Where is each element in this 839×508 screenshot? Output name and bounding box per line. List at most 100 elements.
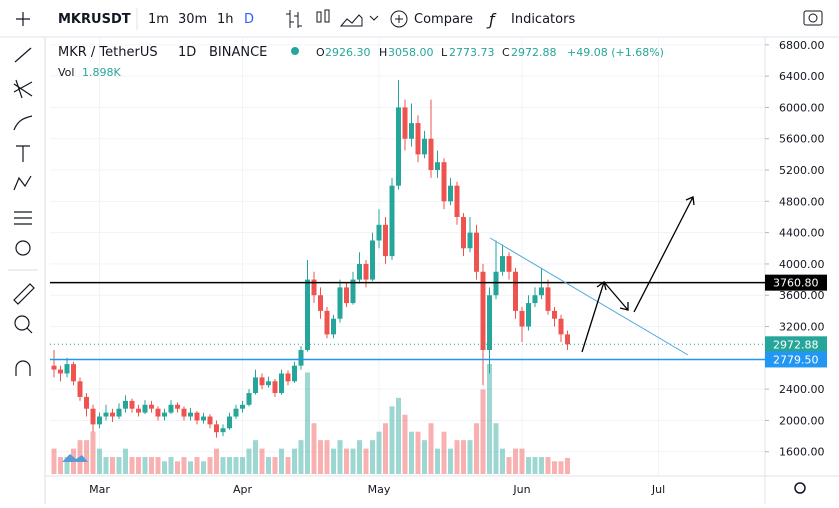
volume-bar [246, 448, 252, 474]
volume-bar [363, 448, 369, 474]
candle-body [513, 271, 518, 311]
magnet-tool[interactable] [15, 360, 31, 376]
volume-bar [344, 448, 349, 474]
candle-body [181, 408, 187, 417]
prediction-tool[interactable] [14, 211, 32, 225]
volume-bar [428, 423, 434, 474]
candle-body [565, 334, 570, 345]
x-tick-label: Jun [512, 483, 530, 496]
volume-bar [506, 457, 512, 474]
volume-bar [461, 440, 466, 474]
volume-bar [266, 457, 271, 474]
candle-body [383, 224, 388, 257]
pattern-tool[interactable] [13, 175, 32, 191]
candle-body [480, 271, 486, 351]
volume-bar [552, 461, 557, 474]
change: +49.08 (+1.68%) [567, 46, 664, 59]
candle-body [51, 365, 57, 370]
volume-bar [149, 457, 154, 474]
y-tick-label: 3600.00 [779, 289, 825, 302]
compare-icon[interactable] [395, 15, 403, 23]
zoom-tool[interactable] [26, 327, 33, 334]
candle-body [149, 404, 154, 409]
candle-body [272, 381, 278, 394]
x-tick-label: May [368, 483, 391, 496]
candle-body [233, 408, 239, 417]
interval[interactable]: 30m [178, 12, 207, 27]
left-toolbar [8, 12, 46, 504]
volume-bar [233, 457, 239, 474]
candle-body [194, 412, 200, 421]
brush-tool[interactable] [13, 115, 33, 131]
interval-active[interactable]: D [244, 12, 254, 27]
volume-bar [370, 440, 375, 474]
candle-body [116, 408, 122, 417]
candle-body [350, 279, 356, 304]
candle-body [487, 295, 492, 351]
x-tick-label: Jul [651, 483, 665, 496]
measure-tool[interactable] [13, 283, 35, 305]
candle-body [337, 287, 343, 319]
y-tick-label: 2400.00 [779, 383, 825, 396]
candle-body [246, 393, 252, 405]
volume-bar [51, 448, 57, 474]
chart-type-icons[interactable] [286, 9, 379, 28]
arrow [633, 196, 695, 313]
screenshot-icon[interactable] [808, 13, 818, 23]
y-tick-label: 2000.00 [779, 414, 825, 427]
volume-bar [480, 389, 486, 474]
indicators-icon[interactable]: ƒ [486, 10, 497, 29]
trend-tool[interactable] [14, 47, 32, 63]
candle-body [97, 416, 102, 425]
open: 2926.30 [325, 46, 371, 59]
volume-bar [500, 448, 505, 474]
zoom-tool[interactable] [14, 315, 30, 331]
settings-icon[interactable] [794, 482, 806, 494]
volume-bar [181, 457, 187, 474]
candle-body [84, 396, 89, 409]
last-price-label: 2972.88 [773, 338, 819, 351]
candle-body [448, 185, 453, 202]
candle-body [422, 138, 427, 155]
volume-bar [201, 461, 206, 474]
volume-bar [155, 457, 161, 474]
x-tick-label: Apr [233, 483, 253, 496]
compare-icon[interactable] [390, 10, 408, 28]
text-tool[interactable] [16, 145, 30, 162]
candle-body [474, 232, 479, 272]
status-dot [291, 47, 299, 55]
candle-body [259, 377, 265, 386]
interval[interactable]: 1m [148, 12, 169, 27]
indicators-button[interactable]: Indicators [511, 12, 575, 27]
y-tick-label: 6000.00 [779, 101, 825, 114]
candle-body [77, 381, 83, 397]
legend-interval: 1D [178, 45, 196, 60]
crosshair-tool[interactable] [16, 12, 30, 26]
candle-body [545, 287, 551, 311]
volume-bar [519, 448, 525, 474]
candle-body [253, 377, 258, 394]
candle-body [103, 412, 109, 417]
volume-bar [64, 457, 70, 474]
symbol[interactable]: MKRUSDT [58, 12, 131, 27]
low: 2773.73 [449, 46, 495, 59]
candle-body [357, 263, 362, 280]
volume-bar [558, 461, 564, 474]
volume-bar [545, 457, 551, 474]
candle-body [552, 310, 557, 319]
compare-button[interactable]: Compare [414, 12, 473, 27]
fib-tool[interactable] [13, 79, 33, 99]
c-label: C [502, 46, 510, 59]
candle-body [168, 404, 174, 413]
candle-body [415, 123, 421, 155]
interval[interactable]: 1h [217, 12, 234, 27]
candle-body [435, 162, 440, 171]
volume-bar [389, 406, 395, 474]
candle-body [506, 256, 512, 272]
icon-tool[interactable] [15, 240, 31, 256]
volume-bar [565, 457, 570, 474]
screenshot-icon[interactable] [803, 10, 823, 26]
candle-body [220, 428, 226, 433]
volume-bar [526, 457, 531, 474]
volume-bar [435, 448, 440, 474]
